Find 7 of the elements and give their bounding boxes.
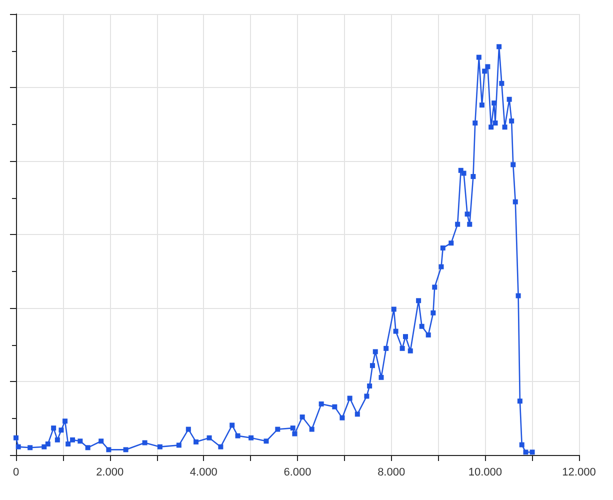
x-tick-label: 6.000: [284, 466, 312, 478]
x-tick-label: 0: [12, 466, 20, 478]
x-tick-label: 10.000: [468, 466, 502, 478]
x-tick-label: 12.000: [562, 466, 596, 478]
x-tick-label: 4.000: [190, 466, 218, 478]
x-tick-label: 2.000: [96, 466, 124, 478]
x-tick-label: 8.000: [378, 466, 406, 478]
